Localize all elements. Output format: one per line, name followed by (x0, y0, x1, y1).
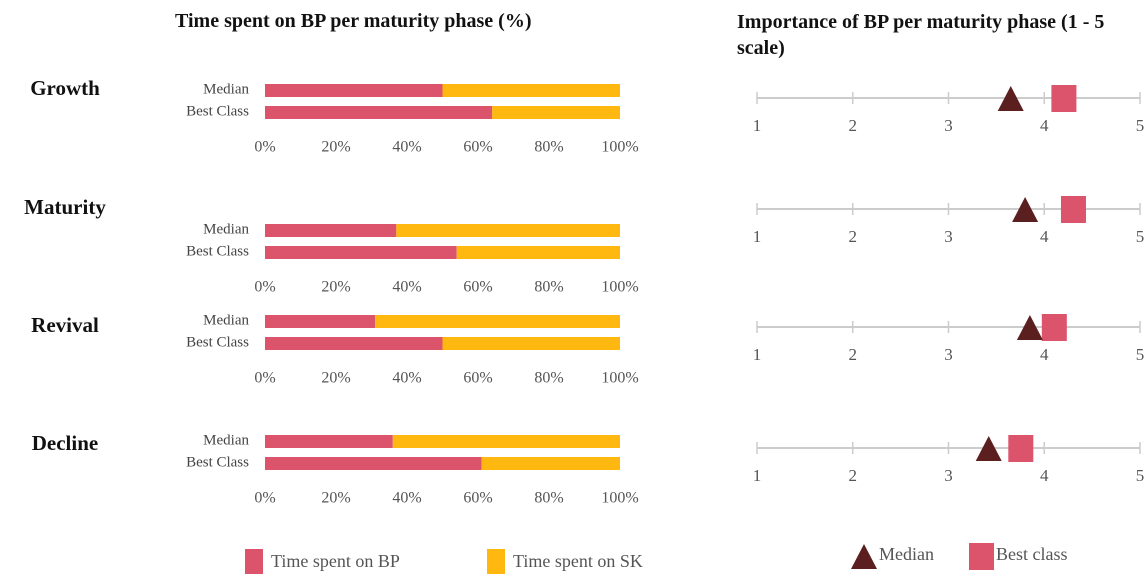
category-label: Best Class (186, 454, 249, 470)
x-tick-label: 20% (321, 279, 350, 296)
dot-marker (1041, 314, 1067, 341)
x-tick-label: 60% (463, 370, 492, 387)
x-tick-label: 3 (944, 227, 953, 246)
x-tick-label: 80% (534, 370, 563, 387)
x-tick-label: 2 (849, 116, 858, 135)
row-label: Revival (31, 313, 99, 337)
legend-swatch (487, 549, 505, 574)
category-label: Best Class (186, 103, 249, 119)
category-label: Median (203, 432, 249, 448)
row-label: Decline (32, 431, 98, 455)
x-tick-label: 100% (601, 139, 638, 156)
dot-marker (1012, 197, 1039, 222)
x-tick-label: 60% (463, 279, 492, 296)
legend-label: Median (879, 544, 934, 564)
legend-label: Best class (996, 544, 1068, 564)
bar-segment (481, 457, 620, 470)
x-tick-label: 5 (1136, 227, 1145, 246)
category-label: Best Class (186, 334, 249, 350)
dot-marker (1060, 196, 1086, 223)
x-tick-label: 100% (601, 490, 638, 507)
legend-swatch (245, 549, 263, 574)
x-tick-label: 40% (392, 139, 421, 156)
category-label: Median (203, 221, 249, 237)
bar-segment (442, 84, 620, 97)
bar-segment (265, 106, 493, 119)
x-tick-label: 4 (1040, 345, 1049, 364)
x-tick-label: 0% (254, 490, 275, 507)
dot-marker (997, 86, 1024, 111)
dot-marker (975, 436, 1002, 461)
dot-marker (1051, 85, 1077, 112)
row-label: Maturity (24, 195, 106, 219)
legend-marker (969, 543, 994, 570)
right-title: Importance of BP per maturity phase (1 -… (737, 11, 1105, 59)
bar-segment (265, 457, 482, 470)
x-tick-label: 20% (321, 490, 350, 507)
x-tick-label: 100% (601, 279, 638, 296)
x-tick-label: 20% (321, 370, 350, 387)
x-tick-label: 20% (321, 139, 350, 156)
x-tick-label: 2 (849, 227, 858, 246)
x-tick-label: 40% (392, 490, 421, 507)
x-tick-label: 0% (254, 370, 275, 387)
bar-segment (265, 315, 376, 328)
bar-segment (442, 337, 620, 350)
bar-segment (265, 224, 397, 237)
x-tick-label: 0% (254, 279, 275, 296)
bar-segment (265, 84, 443, 97)
legend-marker (851, 544, 877, 569)
x-tick-label: 2 (849, 345, 858, 364)
x-tick-label: 3 (944, 466, 953, 485)
bar-segment (375, 315, 620, 328)
x-tick-label: 4 (1040, 116, 1049, 135)
left-title: Time spent on BP per maturity phase (%) (175, 10, 532, 32)
bar-segment (265, 246, 457, 259)
bar-segment (396, 224, 620, 237)
x-tick-label: 5 (1136, 345, 1145, 364)
x-tick-label: 5 (1136, 466, 1145, 485)
x-tick-label: 80% (534, 139, 563, 156)
dot-marker (1008, 435, 1034, 462)
x-tick-label: 1 (753, 227, 762, 246)
dot-marker (1016, 315, 1043, 340)
x-tick-label: 1 (753, 466, 762, 485)
category-label: Best Class (186, 243, 249, 259)
bar-segment (456, 246, 620, 259)
x-tick-label: 0% (254, 139, 275, 156)
x-tick-label: 4 (1040, 227, 1049, 246)
x-tick-label: 40% (392, 370, 421, 387)
bar-segment (265, 435, 393, 448)
x-tick-label: 1 (753, 345, 762, 364)
bar-segment (392, 435, 620, 448)
x-tick-label: 100% (601, 370, 638, 387)
x-tick-label: 2 (849, 466, 858, 485)
x-tick-label: 3 (944, 116, 953, 135)
legend-label: Time spent on BP (271, 551, 400, 571)
x-tick-label: 60% (463, 139, 492, 156)
category-label: Median (203, 312, 249, 328)
row-label: Growth (30, 76, 100, 100)
x-tick-label: 4 (1040, 466, 1049, 485)
x-tick-label: 40% (392, 279, 421, 296)
category-label: Median (203, 81, 249, 97)
bar-segment (492, 106, 620, 119)
x-tick-label: 1 (753, 116, 762, 135)
x-tick-label: 60% (463, 490, 492, 507)
x-tick-label: 80% (534, 490, 563, 507)
x-tick-label: 80% (534, 279, 563, 296)
x-tick-label: 3 (944, 345, 953, 364)
bar-segment (265, 337, 443, 350)
x-tick-label: 5 (1136, 116, 1145, 135)
legend-label: Time spent on SK (513, 551, 643, 571)
